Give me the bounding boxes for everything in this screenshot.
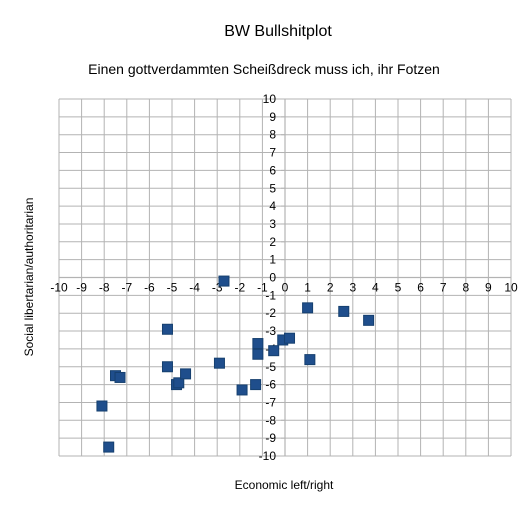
y-tick-label: 4 bbox=[269, 199, 276, 213]
data-point bbox=[252, 348, 264, 360]
y-tick-label: 2 bbox=[269, 235, 276, 249]
data-point bbox=[161, 361, 173, 373]
data-point bbox=[180, 368, 192, 380]
x-tick-label: -6 bbox=[144, 280, 155, 294]
data-point bbox=[96, 400, 108, 412]
y-tick-label: -1 bbox=[265, 288, 276, 302]
y-tick-label: -8 bbox=[265, 413, 276, 427]
data-point bbox=[236, 384, 248, 396]
data-points bbox=[96, 275, 375, 453]
x-tick-label: -4 bbox=[189, 280, 200, 294]
x-tick-label: 6 bbox=[417, 280, 424, 294]
x-axis-label: Economic left/right bbox=[235, 478, 334, 492]
data-point bbox=[114, 371, 126, 383]
y-tick-label: -3 bbox=[265, 324, 276, 338]
axes bbox=[58, 98, 512, 457]
x-tick-label: -10 bbox=[50, 280, 68, 294]
x-tick-label: 10 bbox=[504, 280, 518, 294]
data-point bbox=[284, 332, 296, 344]
data-point bbox=[173, 377, 185, 389]
chart-subtitle: Einen gottverdammten Scheißdreck muss ic… bbox=[88, 61, 440, 77]
x-tick-label: 9 bbox=[485, 280, 492, 294]
data-point bbox=[268, 345, 280, 357]
y-tick-label: 8 bbox=[269, 128, 276, 142]
data-point bbox=[218, 275, 230, 287]
x-tick-label: 5 bbox=[395, 280, 402, 294]
y-tick-label: 9 bbox=[269, 110, 276, 124]
y-tick-label: 7 bbox=[269, 146, 276, 160]
x-tick-label: 0 bbox=[282, 280, 289, 294]
data-point bbox=[338, 305, 350, 317]
y-tick-label: -9 bbox=[265, 431, 276, 445]
data-point bbox=[363, 314, 375, 326]
y-axis-label: Social libertarian/authoritarian bbox=[22, 198, 36, 357]
y-tick-label: -10 bbox=[259, 449, 277, 463]
x-tick-label: 3 bbox=[349, 280, 356, 294]
y-tick-label: -5 bbox=[265, 360, 276, 374]
y-tick-label: -7 bbox=[265, 395, 276, 409]
x-tick-label: -5 bbox=[167, 280, 178, 294]
x-tick-label: 8 bbox=[462, 280, 469, 294]
x-tick-label: 4 bbox=[372, 280, 379, 294]
x-tick-label: -3 bbox=[212, 280, 223, 294]
chart-title: BW Bullshitplot bbox=[224, 23, 332, 40]
data-point bbox=[161, 323, 173, 335]
x-tick-label: 2 bbox=[327, 280, 334, 294]
x-tick-label: -2 bbox=[234, 280, 245, 294]
data-point bbox=[250, 379, 262, 391]
y-tick-label: 5 bbox=[269, 181, 276, 195]
x-tick-labels: -10 -9 -8 -7 -6 -5 -4 -3 -2 -1 0 1 2 3 4 5 6 7 8 9 10 bbox=[50, 280, 518, 294]
x-tick-label: -7 bbox=[121, 280, 132, 294]
y-tick-label: 6 bbox=[269, 163, 276, 177]
y-tick-label: 1 bbox=[269, 253, 276, 267]
data-point bbox=[103, 441, 115, 453]
data-point bbox=[304, 354, 316, 366]
x-tick-label: -8 bbox=[99, 280, 110, 294]
y-tick-label: -6 bbox=[265, 378, 276, 392]
x-tick-label: -1 bbox=[257, 280, 268, 294]
data-point bbox=[252, 338, 264, 350]
x-tick-label: -9 bbox=[76, 280, 87, 294]
y-tick-label: -2 bbox=[265, 306, 276, 320]
data-point bbox=[302, 302, 314, 314]
y-tick-label: 3 bbox=[269, 217, 276, 231]
y-tick-label: 10 bbox=[263, 92, 277, 106]
y-tick-label: 0 bbox=[269, 271, 276, 285]
x-tick-label: 1 bbox=[304, 280, 311, 294]
x-tick-label: 7 bbox=[440, 280, 447, 294]
data-point bbox=[213, 357, 225, 369]
